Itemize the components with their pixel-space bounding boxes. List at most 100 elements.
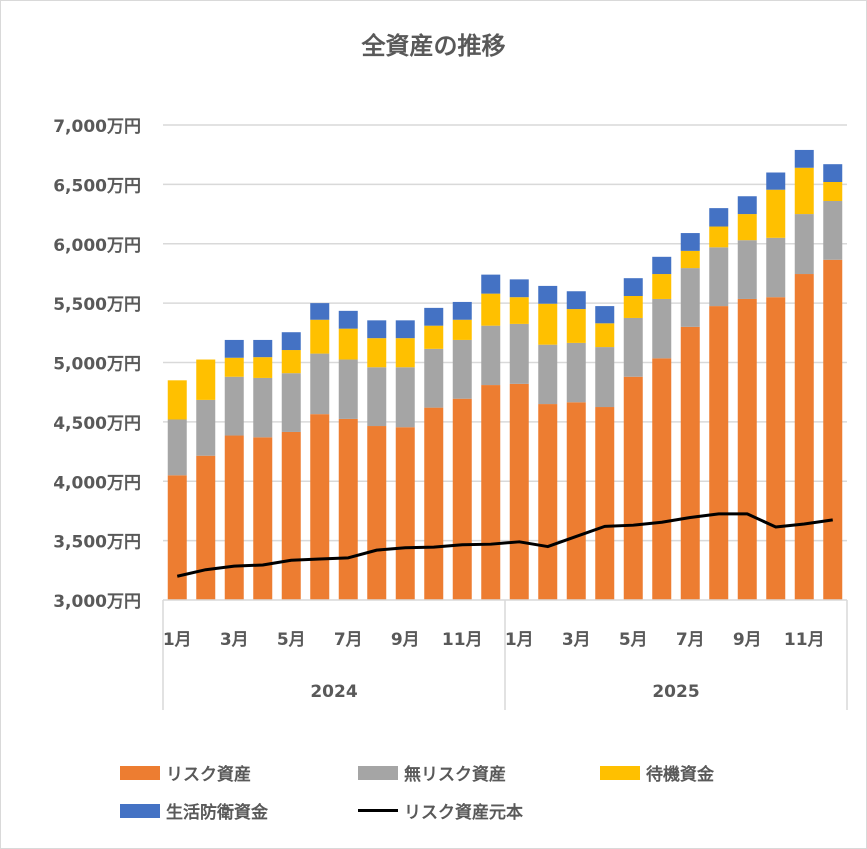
bar-segment	[623, 376, 643, 600]
x-tick-label: 3月	[220, 630, 249, 650]
y-tick-label: 5,500万円	[53, 295, 141, 315]
bar-segment	[224, 357, 244, 377]
bar-segment	[794, 214, 814, 275]
bar-segment	[595, 347, 615, 408]
bar-segment	[424, 325, 444, 349]
bar-segment	[823, 164, 843, 182]
bar-segment	[367, 338, 387, 368]
x-tick-label: 3月	[562, 630, 591, 650]
legend-item-risk-principal: リスク資産元本	[358, 798, 523, 823]
x-tick-label: 1月	[505, 630, 534, 650]
legend-label: 待機資金	[646, 765, 714, 785]
legend-item-riskfree-assets: 無リスク資産	[358, 760, 506, 785]
bar-segment	[338, 310, 358, 329]
legend-item-standby-funds: 待機資金	[600, 760, 714, 785]
bar-segment	[623, 317, 643, 377]
bar-segment	[281, 332, 301, 351]
bar-segment	[566, 291, 586, 310]
legend-label: 無リスク資産	[404, 765, 506, 785]
bar-segment	[452, 319, 472, 340]
bar-segment	[509, 323, 529, 384]
bar-segment	[338, 418, 358, 600]
bar-segment	[167, 380, 187, 420]
bar-segment	[310, 319, 330, 354]
legend-label: リスク資産	[166, 765, 251, 785]
bar-segment	[481, 274, 501, 294]
bar-segment	[623, 278, 643, 296]
bar-segment	[652, 298, 672, 359]
x-tick-label: 1月	[163, 630, 192, 650]
bar-segment	[224, 435, 244, 600]
bar-segment	[424, 307, 444, 326]
legend-swatch	[120, 765, 160, 780]
bar-segment	[766, 237, 786, 298]
bar-segment	[538, 285, 558, 304]
y-tick-label: 3,000万円	[53, 592, 141, 612]
bar-segment	[623, 296, 643, 318]
legend-swatch	[358, 765, 398, 780]
bar-segment	[395, 367, 415, 428]
bar-segment	[167, 419, 187, 476]
bar-segment	[766, 297, 786, 600]
bar-segment	[281, 350, 301, 374]
bar-segment	[253, 437, 273, 600]
x-tick-label: 5月	[277, 630, 306, 650]
bar-segment	[509, 297, 529, 324]
bar-segment	[709, 226, 729, 248]
bar-segment	[224, 339, 244, 358]
bar-segment	[538, 344, 558, 405]
bar-segment	[652, 274, 672, 299]
legend-line-swatch	[358, 809, 398, 812]
bar-segment	[538, 303, 558, 345]
bar-segment	[737, 240, 757, 299]
bar-segment	[737, 196, 757, 215]
bar-segment	[566, 342, 586, 403]
x-tick-label: 7月	[334, 630, 363, 650]
bar-segment	[196, 359, 216, 400]
bar-segment	[167, 475, 187, 600]
bar-segment	[310, 303, 330, 320]
bar-segment	[395, 338, 415, 368]
bar-segment	[509, 279, 529, 298]
bar-segment	[680, 268, 700, 327]
bar-segment	[823, 201, 843, 260]
x-tick-label: 11月	[784, 630, 825, 650]
bar-segment	[452, 339, 472, 399]
bar-segment	[794, 274, 814, 600]
bar-segment	[196, 399, 216, 456]
bar-segment	[680, 250, 700, 269]
x-tick-label: 9月	[391, 630, 420, 650]
principal-line	[176, 512, 833, 578]
bar-segment	[310, 414, 330, 600]
x-tick-label: 5月	[619, 630, 648, 650]
bar-segment	[224, 376, 244, 436]
legend-swatch	[600, 765, 640, 780]
legend-label: 生活防衛資金	[166, 803, 268, 823]
bar-segment	[794, 149, 814, 168]
bar-segment	[794, 167, 814, 215]
bar-segment	[281, 431, 301, 600]
bar-segment	[709, 247, 729, 307]
bar-segment	[652, 256, 672, 275]
bar-segment	[823, 182, 843, 201]
bar-segment	[481, 325, 501, 386]
bar-segment	[766, 172, 786, 190]
bar-segment	[424, 348, 444, 408]
bar-segment	[481, 293, 501, 326]
bar-segment	[310, 353, 330, 415]
bar-segment	[424, 407, 444, 600]
x-group-label: 2025	[652, 682, 699, 702]
bar-segment	[338, 328, 358, 360]
bar-segment	[566, 402, 586, 600]
bar-segment	[367, 426, 387, 600]
legend-item-emergency-funds: 生活防衛資金	[120, 798, 268, 823]
chart-title: 全資産の推移	[361, 32, 506, 60]
bar-segment	[481, 385, 501, 600]
y-tick-label: 4,500万円	[53, 414, 141, 434]
legend-label: リスク資産元本	[404, 803, 523, 823]
bar-segment	[281, 373, 301, 432]
bar-segment	[538, 404, 558, 600]
y-tick-label: 3,500万円	[53, 533, 141, 553]
bar-segment	[452, 301, 472, 320]
